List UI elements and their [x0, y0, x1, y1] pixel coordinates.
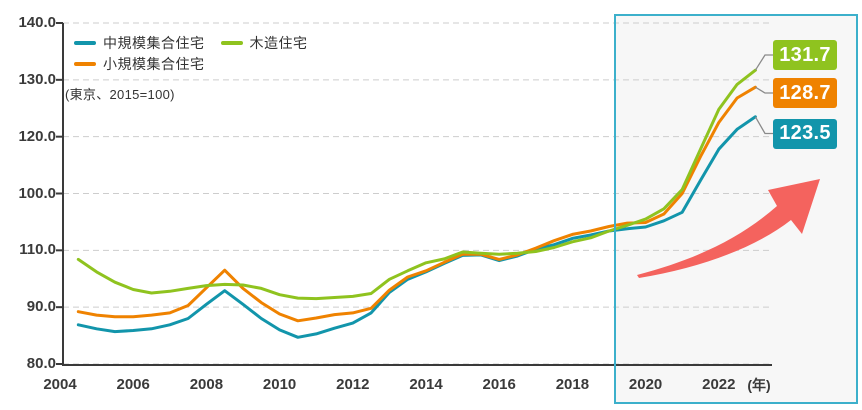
legend-line-swatch	[74, 61, 96, 66]
legend: 中規模集合住宅 木造住宅小規模集合住宅	[74, 32, 308, 74]
callout-connector	[754, 116, 773, 135]
legend-label: 木造住宅	[249, 34, 308, 51]
x-tick-label: 2016	[482, 376, 516, 393]
x-tick-label: 2010	[262, 376, 297, 393]
x-axis-unit-label: (年)	[747, 377, 771, 393]
y-tick-label: 110.0	[19, 241, 56, 259]
value-callout-123.5: 123.5	[773, 118, 837, 149]
legend-item: 小規模集合住宅	[74, 54, 205, 74]
value-callout-128.7: 128.7	[773, 78, 837, 108]
legend-row: 小規模集合住宅	[74, 53, 308, 74]
x-tick-label: 2004	[43, 376, 77, 393]
line-medium-apartment	[76, 115, 757, 339]
x-tick-label: 2014	[409, 376, 443, 393]
legend-line-swatch	[220, 40, 243, 45]
legend-item: 木造住宅	[220, 33, 308, 53]
legend-line-swatch	[74, 40, 96, 45]
x-tick-label: 2018	[555, 376, 590, 393]
legend-row: 中規模集合住宅 木造住宅	[74, 32, 308, 53]
value-callout-131.7: 131.7	[773, 40, 837, 70]
x-tick-label: 2006	[116, 376, 150, 393]
y-tick-label: 130.0	[18, 70, 56, 88]
line-wooden-house	[76, 68, 757, 301]
legend-label: 中規模集合住宅	[103, 34, 205, 51]
y-tick-label: 120.0	[18, 127, 56, 145]
highlight-region-fill	[615, 15, 857, 403]
legend-item: 中規模集合住宅	[74, 33, 205, 53]
y-tick-label: 140.0	[18, 14, 56, 31]
y-tick-label: 100.0	[18, 184, 56, 202]
callout-connector	[754, 54, 773, 71]
trend-arrow	[637, 179, 820, 278]
y-tick-label: 90.0	[26, 298, 56, 316]
index-base-note: (東京、2015=100)	[65, 87, 175, 102]
x-tick-label: 2008	[189, 376, 224, 393]
x-tick-label: 2022	[702, 376, 736, 393]
x-tick-label: 2020	[628, 376, 663, 393]
y-tick-label: 80.0	[26, 355, 56, 372]
legend-label: 小規模集合住宅	[103, 55, 205, 72]
callout-connector	[755, 86, 773, 94]
x-tick-label: 2012	[336, 376, 370, 393]
highlight-region-border	[614, 14, 858, 404]
line-small-apartment	[76, 85, 757, 323]
